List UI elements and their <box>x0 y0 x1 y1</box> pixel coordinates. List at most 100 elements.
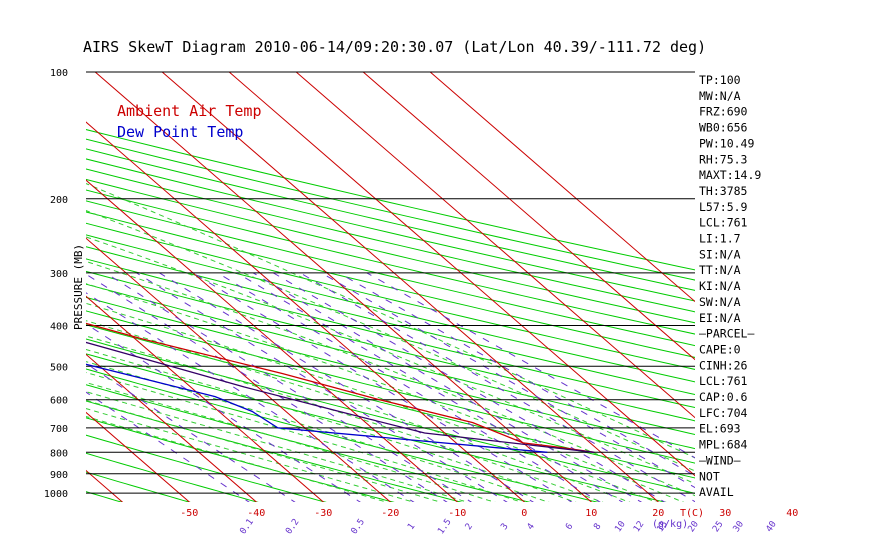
mixing-ratio-tick-label: 1.5 <box>436 517 454 536</box>
index-label: —WIND— <box>699 453 741 467</box>
moist-adiabat-line <box>86 361 550 502</box>
mixing-ratio-lines <box>86 272 695 502</box>
index-label: KI:N/A <box>699 279 741 293</box>
index-label: TP:100 <box>699 73 741 87</box>
isotherm-line <box>295 72 695 419</box>
pressure-tick-label: 600 <box>50 396 68 407</box>
mixing-ratio-line <box>86 323 361 502</box>
mixing-ratio-tick-label: 1 <box>406 522 417 532</box>
dry-adiabat-line <box>86 158 695 302</box>
mixing-ratio-line <box>236 272 624 502</box>
bottom-temp-tick-label: -20 <box>381 508 399 519</box>
isotherm-line <box>86 411 191 502</box>
moist-adiabat-line <box>86 283 685 502</box>
index-label: AVAIL <box>699 485 734 499</box>
pressure-tick-label: 800 <box>50 448 68 459</box>
mixing-ratio-tick-label: 40 <box>764 520 778 535</box>
series-line-dew-point-temp <box>86 363 548 453</box>
legend-dew-point: Dew Point Temp <box>117 123 243 141</box>
sounding-series <box>86 322 595 453</box>
index-label: LCL:761 <box>699 374 748 388</box>
mixing-ratio-line <box>366 272 695 459</box>
bottom-temp-tick-label: -40 <box>247 508 265 519</box>
dry-adiabat-line <box>0 72 59 504</box>
temp-unit-label: T(C) <box>680 508 704 519</box>
mixing-ratio-tick-label: 0.1 <box>238 517 256 536</box>
mixing-ratio-tick-label: 2 <box>464 522 475 532</box>
index-label: EL:693 <box>699 422 741 436</box>
index-label: —PARCEL— <box>699 327 754 341</box>
mixing-ratio-line <box>105 272 473 502</box>
bottom-temp-tick-label: 10 <box>585 508 597 519</box>
index-label: SI:N/A <box>699 247 741 261</box>
isotherms <box>0 72 695 504</box>
mixing-ratio-line <box>338 272 695 477</box>
dry-adiabat-line <box>86 283 695 436</box>
index-label: RH:75.3 <box>699 152 748 166</box>
mixing-ratio-line <box>136 272 508 502</box>
mixing-ratio-line <box>321 272 695 489</box>
index-label: CINH:26 <box>699 358 748 372</box>
mixing-ratio-line <box>86 362 296 502</box>
bottom-temp-tick-label: -30 <box>314 508 332 519</box>
index-label: TT:N/A <box>699 263 741 277</box>
mixing-ratio-tick-label: 3 <box>499 522 510 532</box>
dry-adiabat-line <box>86 168 695 313</box>
index-label: MAXT:14.9 <box>699 168 761 182</box>
index-label: EI:N/A <box>699 311 741 325</box>
dry-adiabat-line <box>86 234 695 383</box>
mixing-ratio-tick-label: 6 <box>564 522 575 532</box>
pressure-tick-label: 1000 <box>44 489 68 500</box>
mixing-ratio-tick-label: 12 <box>632 520 646 535</box>
bottom-temp-tick-label: -50 <box>180 508 198 519</box>
isotherm-line <box>161 72 660 502</box>
dry-adiabat-line <box>86 189 695 335</box>
pressure-axis: 100 200 300 400 500 600 700 800 900 1000 <box>44 68 68 500</box>
chart-title: AIRS SkewT Diagram 2010-06-14/09:20:30.0… <box>83 38 706 56</box>
isotherm-line <box>86 237 392 502</box>
index-label: MPL:684 <box>699 438 748 452</box>
mixing-ratio-line <box>252 272 643 502</box>
dry-adiabat-line <box>86 270 695 422</box>
moist-adiabat-line <box>86 391 469 502</box>
moist-adiabat-line <box>86 210 695 472</box>
index-label: SW:N/A <box>699 295 741 309</box>
dry-adiabat-line <box>86 222 695 370</box>
pressure-tick-label: 700 <box>50 424 68 435</box>
series-line-parcel <box>86 341 595 453</box>
moist-adiabat-line <box>86 260 695 497</box>
y-axis-label: PRESSURE (MB) <box>72 244 85 330</box>
mixing-ratio-line <box>86 292 415 502</box>
isotherm-line <box>0 72 57 504</box>
moist-adiabat-line <box>86 349 577 502</box>
isotherm-line <box>429 72 695 303</box>
mixing-ratio-tick-label: 0.2 <box>284 517 302 536</box>
dry-adiabat-line <box>86 148 695 291</box>
isotherm-line <box>94 72 593 502</box>
pressure-tick-label: 900 <box>50 470 68 481</box>
moist-adiabat-line <box>86 182 695 459</box>
legend-air-temp: Ambient Air Temp <box>117 102 262 120</box>
dry-adiabat-line <box>86 258 695 409</box>
mixing-ratio-tick-label: 10 <box>613 520 627 535</box>
dry-adiabat-line <box>86 296 695 450</box>
isotherm-line <box>86 121 526 502</box>
bottom-temp-tick-label: 40 <box>786 508 798 519</box>
dry-adiabat-line <box>86 491 123 502</box>
isotherm-line <box>86 353 258 502</box>
dry-adiabat-line <box>86 178 695 324</box>
index-label: FRZ:690 <box>699 105 748 119</box>
isotherm-line <box>86 469 124 502</box>
index-label: L57:5.9 <box>699 200 748 214</box>
isotherm-line <box>228 72 695 477</box>
index-label: WB0:656 <box>699 121 748 135</box>
index-label: MW:N/A <box>699 89 741 103</box>
dry-adiabat-line <box>86 211 695 358</box>
mixing-ratio-line <box>86 273 448 502</box>
index-label: CAP:0.6 <box>699 390 748 404</box>
dry-adiabat-line <box>86 129 695 271</box>
bottom-temp-tick-label: -10 <box>448 508 466 519</box>
mixing-ratio-tick-label: 20 <box>687 520 701 535</box>
